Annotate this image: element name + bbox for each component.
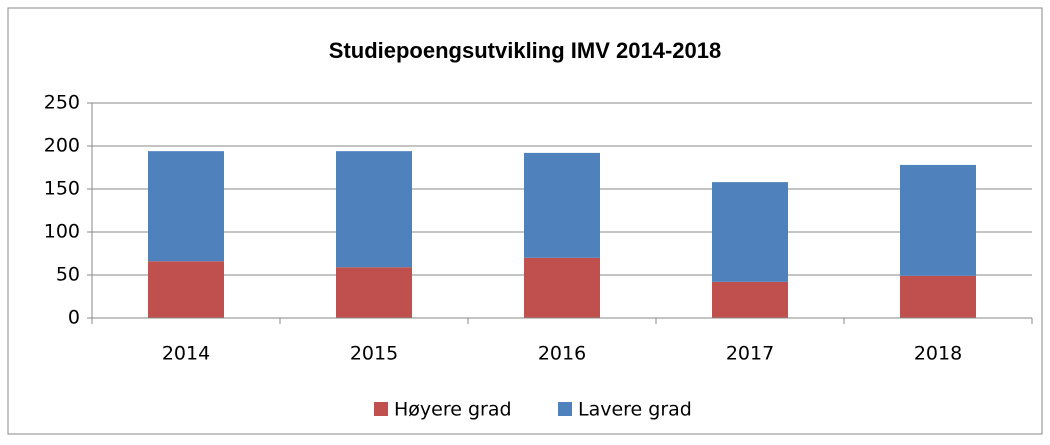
bar-segment — [524, 152, 600, 258]
x-tick-label: 2016 — [538, 343, 586, 365]
y-tick-label: 0 — [68, 307, 80, 329]
chart-title: Studiepoengsutvikling IMV 2014-2018 — [329, 38, 721, 63]
bar-segment — [148, 151, 224, 262]
bar-segment — [712, 281, 788, 318]
y-tick-label: 100 — [44, 221, 80, 243]
y-tick-label: 200 — [44, 135, 80, 157]
legend-label: Høyere grad — [394, 399, 512, 421]
bar-segment — [900, 275, 976, 318]
bar-segment — [900, 164, 976, 276]
legend-swatch — [558, 402, 572, 416]
bar-segment — [336, 151, 412, 268]
bar-segment — [336, 267, 412, 318]
y-tick-label: 250 — [44, 92, 80, 114]
x-tick-label: 2017 — [726, 343, 774, 365]
bar-segment — [712, 182, 788, 282]
legend-label: Lavere grad — [578, 399, 692, 421]
bar-segment — [524, 257, 600, 318]
x-tick-label: 2015 — [350, 343, 398, 365]
y-tick-label: 150 — [44, 178, 80, 200]
bar-segment — [148, 261, 224, 318]
x-tick-label: 2014 — [162, 343, 210, 365]
y-tick-label: 50 — [56, 264, 80, 286]
x-tick-label: 2018 — [914, 343, 962, 365]
legend-swatch — [374, 402, 388, 416]
